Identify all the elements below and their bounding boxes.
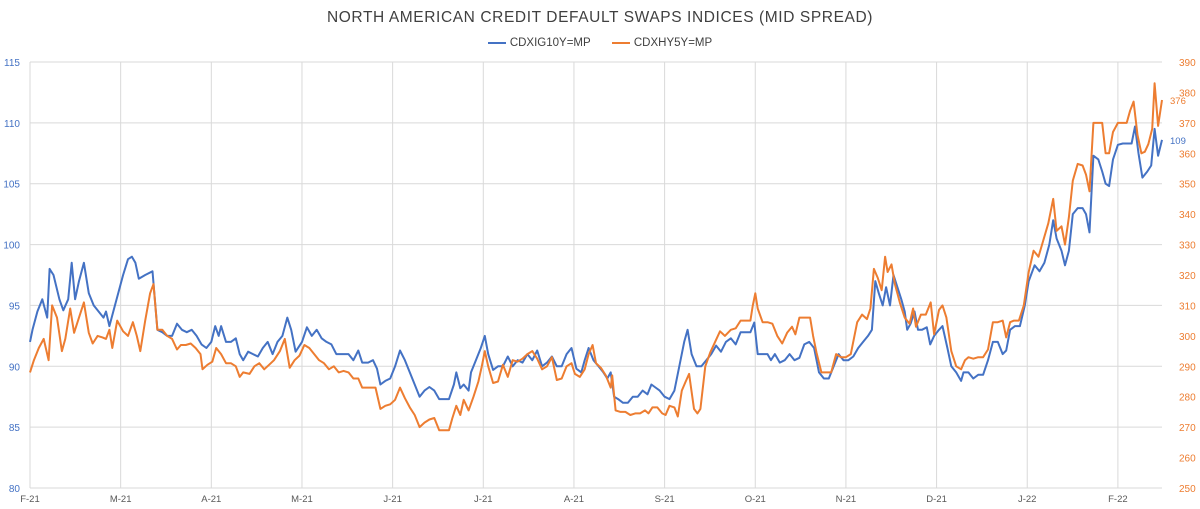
x-tick-label: F-22 (1108, 494, 1128, 505)
legend-swatch-ig (487, 42, 506, 44)
y-right-tick-label: 380 (1179, 88, 1196, 99)
x-tick-label: J-22 (1018, 494, 1036, 505)
y-right-tick-label: 280 (1179, 393, 1196, 404)
last-value-label: 109 (1170, 136, 1186, 147)
x-tick-label: O-21 (745, 494, 766, 505)
y-right-tick-label: 260 (1179, 454, 1196, 465)
y-left-tick-label: 115 (4, 58, 20, 69)
x-tick-label: F-21 (20, 494, 40, 505)
x-tick-label: A-21 (201, 494, 221, 505)
y-right-tick-label: 360 (1179, 149, 1196, 160)
legend-label-hy: CDXHY5Y=MP (633, 37, 713, 49)
legend-item-ig[interactable]: CDXIG10Y=MP (487, 37, 591, 49)
y-right-tick-label: 350 (1179, 180, 1196, 191)
y-left-tick-label: 110 (4, 119, 20, 130)
chart-title: NORTH AMERICAN CREDIT DEFAULT SWAPS INDI… (326, 9, 874, 26)
x-tick-label: M-21 (291, 494, 313, 505)
series-line-cdxig10y-mp (29, 125, 1163, 404)
y-right-tick-label: 340 (1179, 210, 1196, 221)
x-tick-label: J-21 (383, 494, 401, 505)
y-left-tick-label: 105 (3, 180, 20, 191)
y-left-tick-label: 85 (9, 423, 21, 434)
y-right-tick-label: 370 (1179, 119, 1196, 130)
y-right-tick-label: 320 (1179, 271, 1196, 282)
x-tick-label: J-21 (474, 494, 492, 505)
y-left-tick-label: 95 (9, 301, 21, 312)
last-value-label: 376 (1170, 96, 1186, 107)
y-right-tick-label: 330 (1179, 241, 1196, 252)
series-line-cdxhy5y-mp (29, 82, 1163, 432)
y-right-tick-label: 310 (1179, 301, 1196, 312)
x-tick-label: N-21 (836, 494, 857, 505)
x-tick-label: D-21 (926, 494, 947, 505)
x-tick-label: M-21 (110, 494, 132, 505)
y-right-tick-label: 390 (1179, 58, 1196, 69)
legend-label-ig: CDXIG10Y=MP (509, 37, 591, 49)
y-right-tick-label: 290 (1179, 362, 1196, 373)
legend-item-hy[interactable]: CDXHY5Y=MP (611, 37, 713, 49)
y-left-tick-label: 100 (3, 241, 20, 252)
y-left-tick-label: 80 (9, 484, 21, 495)
y-right-tick-label: 270 (1179, 423, 1196, 434)
y-left-tick-label: 90 (9, 362, 21, 373)
legend: CDXIG10Y=MP CDXHY5Y=MP (0, 35, 1200, 49)
x-tick-label: S-21 (655, 494, 675, 505)
legend-swatch-hy (611, 42, 630, 44)
y-right-tick-label: 300 (1179, 332, 1196, 343)
x-tick-label: A-21 (564, 494, 584, 505)
y-right-tick-label: 250 (1179, 484, 1196, 495)
